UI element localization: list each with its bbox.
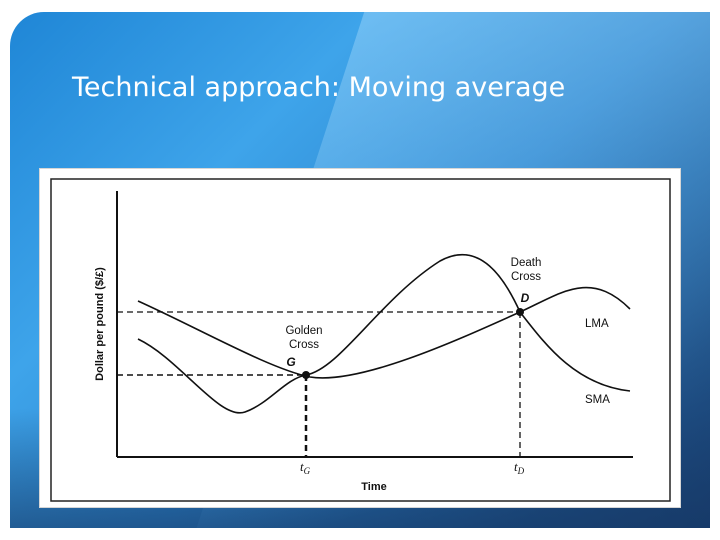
lma-label: LMA (585, 318, 609, 330)
sma-label: SMA (585, 394, 610, 406)
moving-average-diagram: Dollar per pound ($/£) Time Golden Cross… (50, 178, 671, 502)
sma-curve (137, 254, 631, 414)
death-cross-point (516, 308, 524, 316)
y-axis-label: Dollar per pound ($/£) (94, 267, 106, 381)
golden-cross-label-line1: Golden (285, 325, 322, 337)
death-cross-label-line2: Cross (511, 271, 541, 283)
slide-title: Technical approach: Moving average (72, 72, 566, 103)
golden-cross-letter: G (286, 355, 295, 369)
golden-cross-label-line2: Cross (289, 339, 319, 351)
figure-border (50, 178, 671, 502)
moving-average-figure: Dollar per pound ($/£) Time Golden Cross… (39, 168, 681, 508)
golden-cross-time-tick: tG (300, 459, 311, 476)
death-cross-time-tick: tD (514, 459, 525, 476)
lma-curve (137, 286, 631, 379)
death-cross-letter: D (521, 291, 530, 305)
death-cross-label-line1: Death (511, 257, 542, 269)
golden-cross-point (302, 371, 310, 379)
x-axis-label: Time (361, 481, 386, 493)
